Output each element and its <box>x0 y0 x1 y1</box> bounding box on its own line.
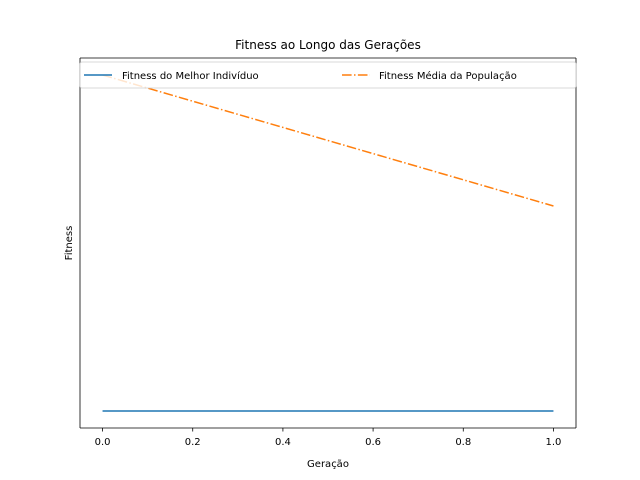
legend-frame <box>79 61 577 89</box>
x-tick-label-5: 1.0 <box>546 437 562 448</box>
legend-label-best: Fitness do Melhor Indivíduo <box>122 70 259 82</box>
x-tick-label-2: 0.4 <box>275 437 291 448</box>
x-tick-label-3: 0.6 <box>365 437 381 448</box>
legend-label-average: Fitness Média da População <box>379 70 517 82</box>
series-line-1 <box>102 74 554 207</box>
chart-title: Fitness ao Longo das Gerações <box>235 38 421 52</box>
x-tick-label-4: 0.8 <box>455 437 471 448</box>
legend: Fitness do Melhor Indivíduo Fitness Médi… <box>79 61 577 89</box>
series-layer <box>102 74 554 412</box>
plot-background <box>80 58 576 428</box>
x-axis-label: Geração <box>307 459 349 470</box>
x-axis-ticks: 0.0 0.2 0.4 0.6 0.8 1.0 <box>95 428 562 448</box>
axes-spines <box>79 57 577 429</box>
plot-area: 0.0 0.2 0.4 0.6 0.8 1.0 <box>79 57 577 448</box>
y-axis-label: Fitness <box>64 226 75 261</box>
x-tick-label-1: 0.2 <box>185 437 201 448</box>
x-tick-label-0: 0.0 <box>95 437 111 448</box>
